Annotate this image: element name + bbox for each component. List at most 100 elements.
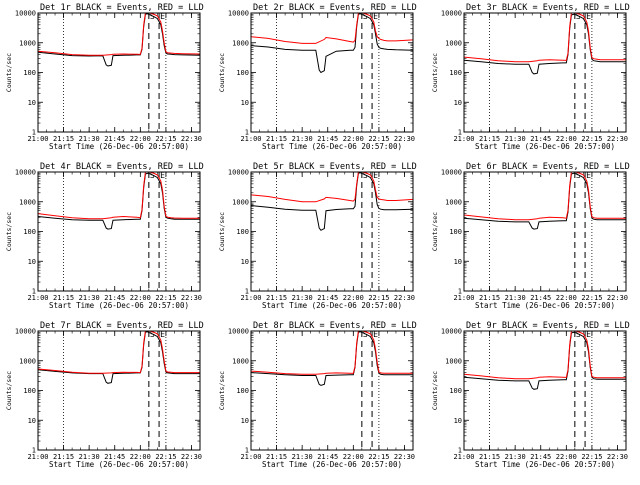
chart-title: Det 4r BLACK = Events, RED = LLD — [40, 162, 204, 172]
y-tick-label: 1000 — [19, 39, 36, 47]
x-axis: 21:00 21:15 21:30 21:45 22:00 22:15 22:30 — [27, 172, 202, 302]
series-line-events — [464, 331, 626, 390]
y-tick-label: 10000 — [441, 10, 462, 18]
chart-title: Det 5r BLACK = Events, RED = LLD — [253, 162, 417, 172]
y-tick-label: 100 — [23, 387, 36, 395]
x-tick-label: 22:00 — [130, 294, 151, 302]
y-tick-label: 10000 — [15, 10, 36, 18]
series-line-lld — [464, 172, 626, 221]
chart-panel-1: Det 1r BLACK = Events, RED = LLD 1 10 100 10… — [5, 3, 204, 151]
x-tick-label: 21:30 — [79, 294, 100, 302]
y-tick-label: 1000 — [232, 39, 249, 47]
y-tick-label: 1 — [245, 288, 249, 296]
y-tick-label: 1 — [458, 288, 462, 296]
y-axis: 1 10 100 1000 10000 — [15, 10, 200, 137]
marker-label-s: S — [363, 171, 368, 180]
x-tick-label: 22:30 — [394, 135, 415, 143]
x-tick-label: 21:30 — [505, 135, 526, 143]
x-tick-label: 22:15 — [368, 135, 389, 143]
series-line-events — [251, 172, 413, 231]
y-tick-label: 10 — [454, 99, 462, 107]
y-tick-label: 1000 — [19, 198, 36, 206]
y-axis-label: Counts/sec — [5, 212, 13, 251]
x-axis: 21:00 21:15 21:30 21:45 22:00 22:15 22:30 — [240, 13, 415, 143]
series-group — [251, 172, 413, 231]
x-tick-label: 22:15 — [155, 453, 176, 461]
series-line-lld — [464, 13, 626, 63]
x-axis-label: Start Time (26-Dec-06 20:57:00) — [49, 142, 189, 151]
chart-panel-6: Det 6r BLACK = Events, RED = LLD 1 10 100 10… — [431, 162, 630, 310]
x-tick-label: 22:15 — [155, 135, 176, 143]
plot-frame — [250, 330, 414, 451]
y-axis: 1 10 100 1000 10000 — [228, 328, 413, 455]
x-tick-label: 22:30 — [607, 135, 628, 143]
x-axis: 21:00 21:15 21:30 21:45 22:00 22:15 22:30 — [27, 13, 202, 143]
y-tick-label: 1 — [458, 447, 462, 455]
x-tick-label: 21:45 — [530, 453, 551, 461]
y-tick-label: 1000 — [232, 357, 249, 365]
x-tick-label: 21:00 — [240, 135, 261, 143]
x-tick-label: 22:30 — [607, 294, 628, 302]
x-tick-label: 21:45 — [317, 453, 338, 461]
x-tick-label: 21:00 — [453, 453, 474, 461]
y-tick-label: 10000 — [15, 169, 36, 177]
y-axis-label: Counts/sec — [218, 53, 226, 92]
x-tick-label: 22:15 — [581, 294, 602, 302]
y-tick-label: 10 — [454, 417, 462, 425]
series-line-events — [464, 13, 626, 75]
x-axis-label: Start Time (26-Dec-06 20:57:00) — [262, 142, 402, 151]
marker-label-s: S — [576, 12, 581, 21]
chart-panel-5: Det 5r BLACK = Events, RED = LLD 1 10 100 10… — [218, 162, 417, 310]
plot-frame — [250, 171, 414, 292]
x-tick-label: 21:30 — [292, 294, 313, 302]
plot-frame — [250, 12, 414, 133]
y-tick-label: 1000 — [445, 357, 462, 365]
series-group — [251, 13, 413, 74]
x-axis-label: Start Time (26-Dec-06 20:57:00) — [475, 142, 615, 151]
series-line-lld — [251, 331, 413, 375]
y-tick-label: 1 — [32, 447, 36, 455]
y-tick-label: 1 — [245, 447, 249, 455]
y-axis-label: Counts/sec — [431, 53, 439, 92]
x-tick-label: 22:15 — [581, 135, 602, 143]
y-tick-label: 10 — [241, 99, 249, 107]
y-axis-label: Counts/sec — [5, 53, 13, 92]
x-tick-label: 21:00 — [27, 294, 48, 302]
series-line-events — [38, 13, 200, 67]
marker-label-e: E — [373, 171, 378, 180]
x-axis: 21:00 21:15 21:30 21:45 22:00 22:15 22:30 — [453, 172, 628, 302]
marker-label-e: E — [160, 171, 165, 180]
y-tick-label: 1 — [32, 288, 36, 296]
x-tick-label: 21:45 — [104, 294, 125, 302]
chart-title: Det 6r BLACK = Events, RED = LLD — [466, 162, 630, 172]
x-tick-label: 22:15 — [155, 294, 176, 302]
x-tick-label: 22:30 — [181, 135, 202, 143]
series-line-events — [251, 13, 413, 74]
series-line-lld — [251, 172, 413, 203]
x-tick-label: 21:15 — [479, 294, 500, 302]
y-axis: 1 10 100 1000 10000 — [15, 328, 200, 455]
x-tick-label: 21:30 — [292, 135, 313, 143]
y-tick-label: 1000 — [445, 198, 462, 206]
y-tick-label: 100 — [23, 69, 36, 77]
series-line-lld — [251, 13, 413, 44]
y-axis: 1 10 100 1000 10000 — [15, 169, 200, 296]
x-tick-label: 21:00 — [240, 294, 261, 302]
x-axis: 21:00 21:15 21:30 21:45 22:00 22:15 22:30 — [453, 331, 628, 461]
series-line-lld — [464, 331, 626, 380]
x-tick-label: 22:00 — [343, 135, 364, 143]
y-tick-label: 10000 — [441, 169, 462, 177]
y-axis: 1 10 100 1000 10000 — [441, 328, 626, 455]
x-tick-label: 22:00 — [556, 294, 577, 302]
x-tick-label: 22:30 — [181, 453, 202, 461]
x-tick-label: 21:15 — [266, 135, 287, 143]
y-tick-label: 1 — [245, 129, 249, 137]
series-group — [464, 331, 626, 390]
series-group — [38, 13, 200, 67]
x-tick-label: 21:15 — [266, 294, 287, 302]
marker-label-s: S — [150, 12, 155, 21]
chart-title: Det 2r BLACK = Events, RED = LLD — [253, 3, 417, 13]
series-line-events — [38, 172, 200, 230]
